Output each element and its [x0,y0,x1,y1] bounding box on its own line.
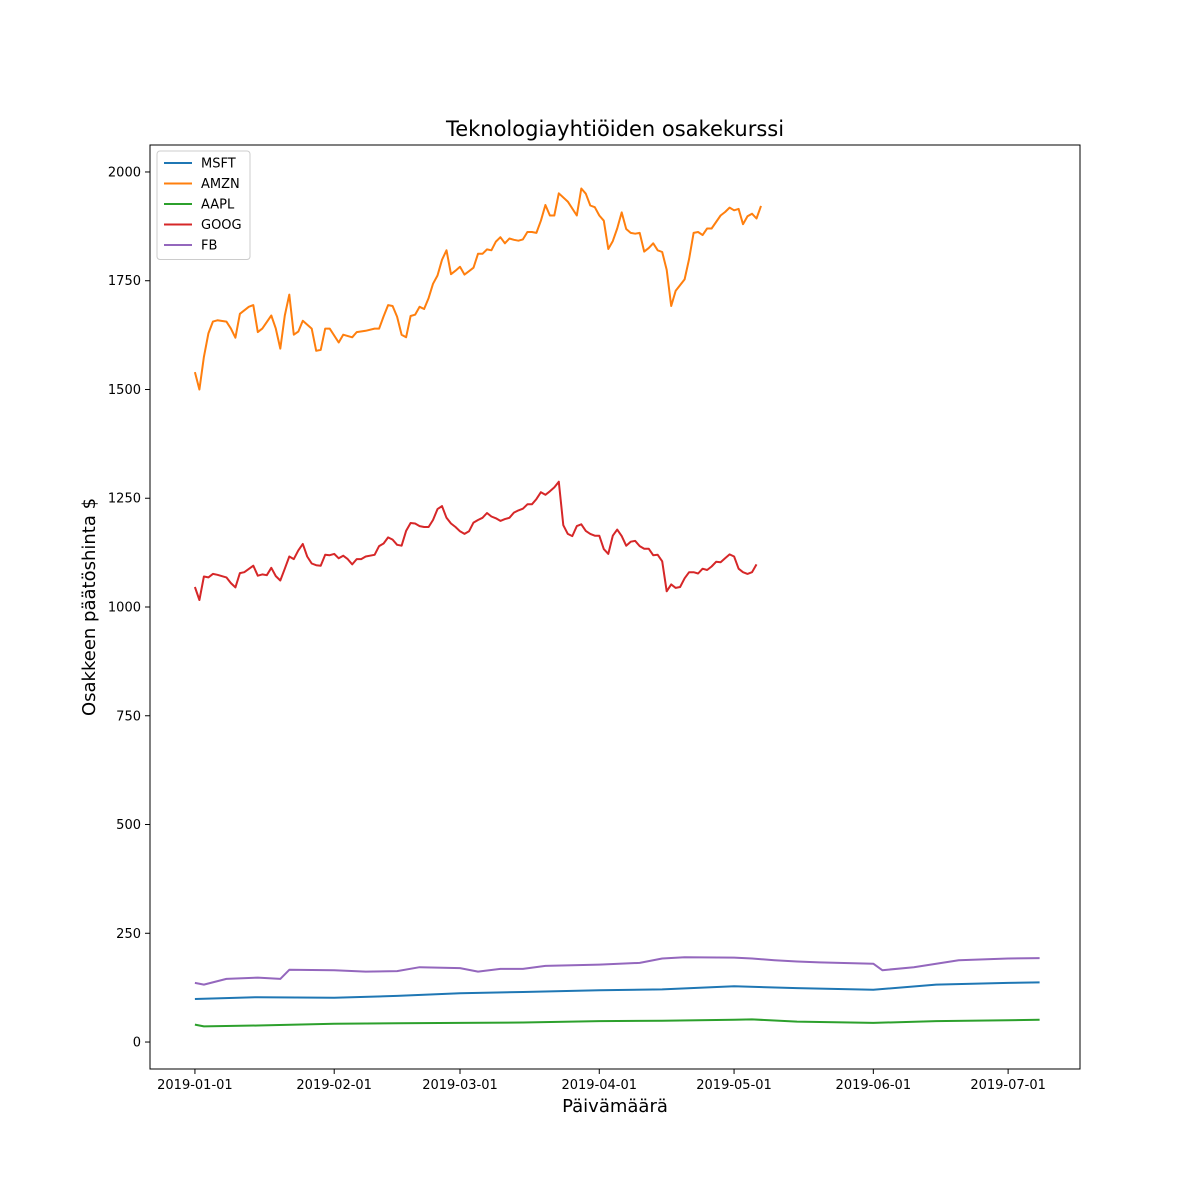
y-tick-label: 0 [133,1036,141,1051]
y-tick-label: 750 [116,709,141,724]
legend-label-fb: FB [201,239,217,254]
series-line-amzn [193,187,762,391]
y-tick-label: 2000 [108,165,141,180]
y-tick-label: 1500 [108,383,141,398]
legend-label-goog: GOOG [201,218,242,233]
legend-label-amzn: AMZN [201,177,240,192]
series-line-fb [194,956,1040,986]
chart-title: Teknologiayhtiöiden osakekurssi [445,117,784,141]
series-line-msft [194,981,1040,1000]
x-tick-label: 2019-03-01 [422,1078,498,1093]
series-line-aapl [194,1018,1040,1028]
y-tick-label: 1750 [108,274,141,289]
y-tick-label: 1250 [108,492,141,507]
x-tick-label: 2019-05-01 [696,1078,772,1093]
x-tick-label: 2019-06-01 [836,1078,912,1093]
legend-label-msft: MSFT [201,157,236,172]
legend-box [156,150,251,260]
x-axis: 2019-01-01 2019-02-01 2019-03-01 2019-04-01… [157,1069,1046,1093]
series-line-goog [193,480,758,601]
y-tick-label: 1000 [108,601,141,616]
x-tick-label: 2019-02-01 [296,1078,372,1093]
y-axis-title: Osakkeen päätöshinta $ [79,498,100,716]
y-axis: 0 250 500 750 1000 1250 1500 1750 2000 [108,165,150,1051]
series-layer [193,187,1040,1028]
x-tick-label: 2019-07-01 [970,1078,1046,1093]
legend-label-aapl: AAPL [201,198,235,213]
y-tick-label: 250 [116,927,141,942]
x-axis-title: Päivämäärä [562,1096,668,1117]
x-tick-label: 2019-04-01 [561,1078,637,1093]
legend: MSFT AMZN AAPL GOOG FB [156,150,251,260]
y-tick-label: 500 [116,818,141,833]
plot-area [149,144,1081,1070]
x-tick-label: 2019-01-01 [157,1078,233,1093]
